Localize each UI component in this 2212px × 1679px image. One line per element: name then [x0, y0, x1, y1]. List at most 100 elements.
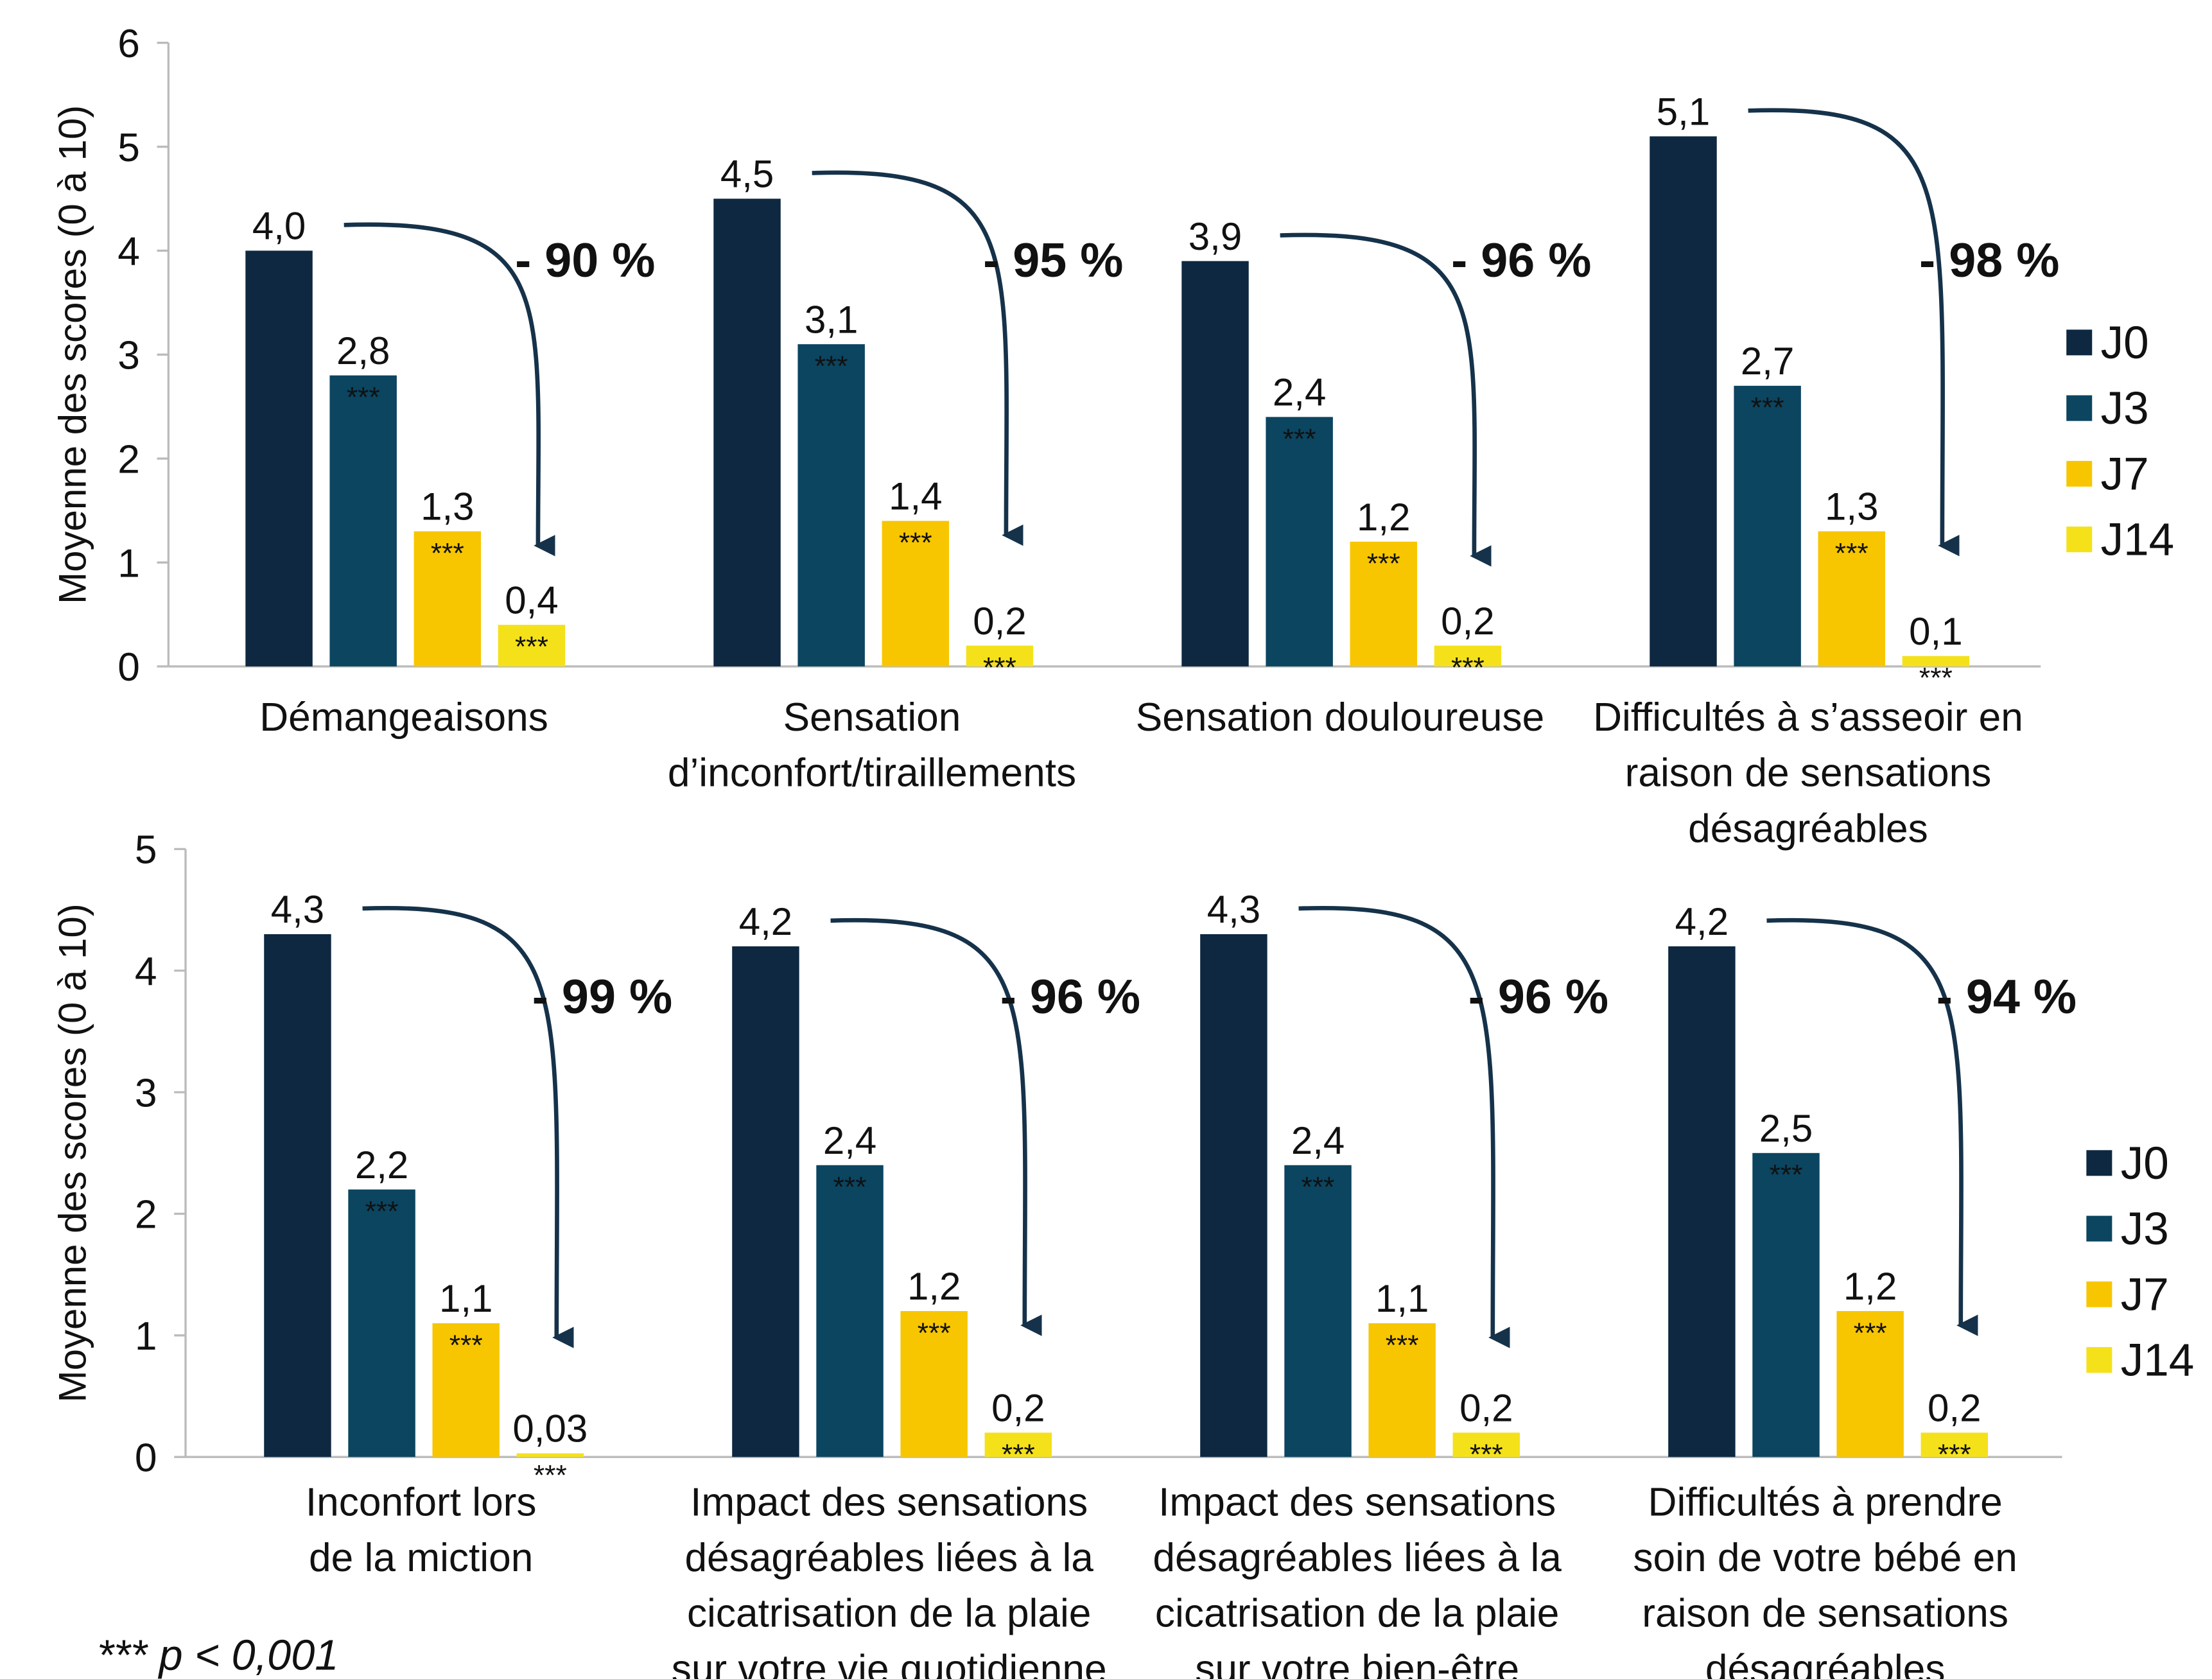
legend-swatch — [2086, 1281, 2112, 1307]
significance-mark: *** — [918, 1318, 951, 1349]
significance-mark: *** — [1919, 663, 1953, 694]
value-label: 3,1 — [805, 298, 858, 341]
legend-label: J14 — [2101, 515, 2175, 566]
reduction-annotation: - 98 % — [1919, 234, 2059, 288]
value-label: 4,0 — [252, 205, 306, 248]
value-label: 2,4 — [1273, 371, 1326, 414]
value-label: 2,8 — [336, 329, 390, 372]
value-label: 4,2 — [739, 900, 792, 943]
legend-swatch — [2066, 329, 2093, 356]
reduction-annotation: - 94 % — [1937, 970, 2077, 1024]
bar — [1181, 261, 1249, 666]
value-label: 0,2 — [973, 600, 1026, 643]
value-label: 2,4 — [1291, 1119, 1345, 1162]
value-label: 1,1 — [439, 1277, 492, 1320]
value-label: 2,7 — [1741, 340, 1794, 383]
y-tick-label: 4 — [135, 950, 157, 994]
significance-mark: *** — [1386, 1330, 1419, 1361]
y-tick-label: 4 — [118, 230, 140, 274]
bar — [1434, 645, 1502, 666]
value-label: 3,9 — [1189, 215, 1242, 258]
value-label: 1,4 — [889, 475, 942, 518]
value-label: 4,2 — [1675, 900, 1729, 943]
significance-mark: *** — [1770, 1160, 1803, 1191]
category-label: Impact des sensations désagréables liées … — [1153, 1480, 1562, 1679]
category-label: Difficultés à s’asseoir en raison de sens… — [1593, 695, 2023, 851]
significance-mark: *** — [1002, 1439, 1035, 1470]
reduction-arrow — [1766, 918, 1978, 1336]
value-label: 0,2 — [991, 1387, 1045, 1430]
reduction-arrow — [344, 222, 555, 557]
reduction-annotation: - 96 % — [1000, 970, 1140, 1024]
bar — [984, 1432, 1052, 1457]
significance-mark: *** — [1854, 1318, 1887, 1349]
value-label: 2,4 — [823, 1119, 876, 1162]
significance-mark: *** — [365, 1196, 399, 1227]
bar — [1284, 1165, 1352, 1457]
bar — [966, 645, 1034, 666]
reduction-arrow — [1748, 108, 1960, 557]
reduction-annotation: - 95 % — [983, 234, 1123, 288]
value-label: 4,3 — [1207, 888, 1260, 931]
value-label: 0,2 — [1459, 1387, 1513, 1430]
significance-mark: *** — [1451, 652, 1485, 683]
significance-mark: *** — [1302, 1172, 1335, 1203]
reduction-arrow — [830, 918, 1042, 1336]
y-axis-label: Moyenne des scores (0 à 10) — [51, 105, 94, 604]
significance-mark: *** — [1751, 392, 1784, 424]
reduction-arrow — [812, 170, 1023, 546]
legend-label: J7 — [2101, 449, 2149, 500]
bar — [498, 625, 566, 666]
bar — [348, 1189, 415, 1457]
y-tick-label: 0 — [118, 645, 140, 690]
y-tick-label: 2 — [118, 437, 140, 482]
value-label: 2,2 — [355, 1144, 408, 1187]
bar — [732, 946, 799, 1457]
bar — [900, 1310, 968, 1457]
reduction-annotation: - 96 % — [1451, 234, 1591, 288]
bar — [713, 198, 781, 666]
value-label: 5,1 — [1657, 91, 1710, 134]
value-label: 4,5 — [720, 153, 774, 196]
significance-mark: *** — [534, 1459, 567, 1491]
bar — [1818, 531, 1885, 666]
legend-swatch — [2086, 1150, 2112, 1176]
bar — [1350, 541, 1418, 666]
legend-label: J0 — [2101, 318, 2149, 369]
value-label: 0,4 — [505, 579, 558, 622]
significance-mark: *** — [347, 382, 380, 413]
category-label: Impact des sensations désagréables liées … — [672, 1480, 1107, 1679]
value-label: 1,2 — [1357, 496, 1410, 539]
value-label: 1,3 — [421, 485, 474, 528]
bar — [1668, 946, 1736, 1457]
legend-label: J3 — [2121, 1204, 2169, 1255]
bar — [1368, 1323, 1436, 1457]
y-tick-label: 5 — [118, 126, 140, 170]
value-label: 1,2 — [907, 1265, 961, 1308]
bar — [1734, 385, 1801, 666]
bar — [432, 1323, 500, 1457]
y-tick-label: 2 — [135, 1193, 157, 1237]
legend-label: J7 — [2121, 1269, 2169, 1320]
significance-mark: *** — [1470, 1439, 1503, 1470]
value-label: 0,2 — [1441, 600, 1494, 643]
category-label: Difficultés à prendre soin de votre bébé … — [1633, 1480, 2017, 1679]
significance-mark: *** — [449, 1330, 483, 1361]
significance-mark: *** — [899, 527, 932, 559]
reduction-annotation: - 90 % — [515, 234, 655, 288]
bar — [1200, 934, 1267, 1457]
y-axis-label: Moyenne des scores (0 à 10) — [51, 903, 94, 1402]
significance-mark: *** — [1283, 423, 1316, 455]
legend-label: J3 — [2101, 383, 2149, 434]
y-tick-label: 0 — [135, 1436, 157, 1480]
category-label: Sensation douloureuse — [1136, 695, 1544, 740]
significance-mark: *** — [431, 537, 464, 569]
significance-mark: *** — [815, 351, 848, 382]
bar — [264, 934, 331, 1457]
legend-label: J14 — [2121, 1335, 2195, 1386]
category-label: Sensation d’inconfort/tiraillements — [668, 695, 1076, 796]
legend-swatch — [2066, 526, 2093, 553]
value-label: 0,03 — [512, 1407, 588, 1450]
bar — [1650, 136, 1717, 666]
